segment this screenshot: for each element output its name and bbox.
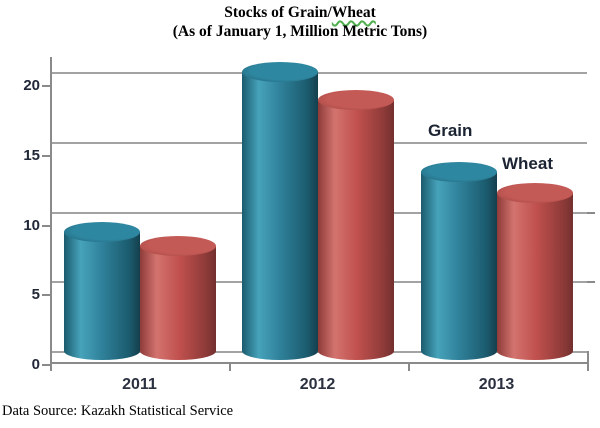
y-tick-5	[42, 294, 50, 297]
y-tick-label-10: 10	[23, 216, 40, 234]
bar-top-grain-2012	[242, 62, 318, 83]
series-label-grain: Grain	[428, 121, 473, 140]
y-tick-label-5: 5	[31, 286, 40, 304]
right-wall-tick	[587, 211, 595, 214]
y-tick-20	[42, 85, 50, 87]
bar-top-wheat-2012	[317, 89, 394, 110]
bar-grain-2013	[421, 172, 497, 360]
data-source-note: Data Source: Kazakh Statistical Service	[2, 403, 234, 419]
bar-wheat-2013	[496, 193, 573, 360]
bar-grain-2012	[242, 72, 318, 360]
bar-wheat-2011	[139, 246, 216, 360]
bar-top-wheat-2011	[139, 236, 216, 257]
x-tick	[408, 362, 410, 371]
chart-title-line1: Stocks of Grain/Wheat	[0, 3, 600, 22]
y-tick-label-15: 15	[23, 146, 40, 164]
y-axis-line	[50, 57, 52, 370]
bar-top-grain-2011	[64, 222, 140, 243]
category-label-2013: 2013	[478, 376, 515, 393]
title-text: Stocks of Grain/	[224, 4, 332, 21]
bar-top-wheat-2013	[496, 183, 573, 204]
category-label-2012: 2012	[299, 376, 336, 393]
y-tick-15	[42, 154, 50, 157]
y-tick-label-0: 0	[31, 356, 40, 373]
y-tick-0	[42, 364, 50, 366]
bar-wheat-2012	[317, 99, 394, 360]
floor-right-edge	[587, 351, 589, 364]
series-label-wheat: Wheat	[502, 154, 553, 173]
y-tick-label-20: 20	[23, 77, 40, 94]
bar-grain-2011	[64, 232, 140, 360]
category-label-2011: 2011	[122, 376, 157, 393]
chart-title-line2: (As of January 1, Million Metric Tons)	[172, 23, 428, 40]
x-tick	[587, 362, 589, 371]
y-tick-10	[42, 224, 50, 227]
x-axis-line	[50, 362, 589, 364]
x-tick	[229, 362, 231, 371]
right-wall-tick	[587, 281, 595, 284]
x-tick	[50, 362, 52, 371]
gridline-20	[50, 72, 587, 74]
title-text-spellcheck-underline: Wheat	[331, 4, 376, 21]
chart-title: Stocks of Grain/Wheat (As of January 1, …	[0, 3, 600, 41]
bar-top-grain-2013	[421, 162, 497, 183]
